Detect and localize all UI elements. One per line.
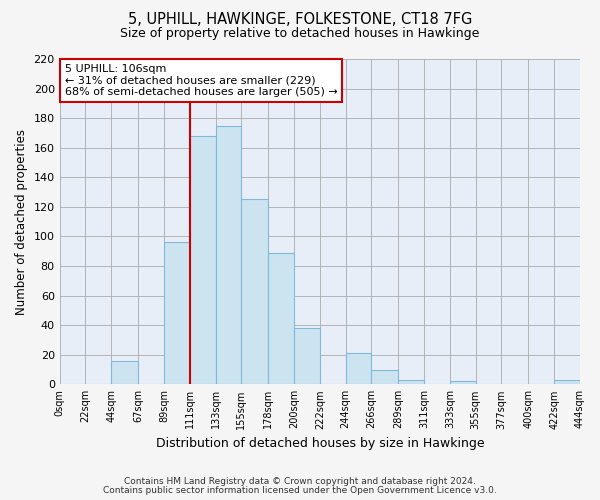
Text: 5, UPHILL, HAWKINGE, FOLKESTONE, CT18 7FG: 5, UPHILL, HAWKINGE, FOLKESTONE, CT18 7F… [128, 12, 472, 26]
Bar [371, 370, 398, 384]
Bar [398, 380, 424, 384]
Bar [111, 360, 138, 384]
Bar [294, 328, 320, 384]
Bar [450, 382, 476, 384]
Bar [346, 354, 371, 384]
Y-axis label: Number of detached properties: Number of detached properties [15, 128, 28, 314]
Bar [190, 136, 215, 384]
Bar [268, 252, 294, 384]
Text: Size of property relative to detached houses in Hawkinge: Size of property relative to detached ho… [121, 28, 479, 40]
Text: Contains HM Land Registry data © Crown copyright and database right 2024.: Contains HM Land Registry data © Crown c… [124, 477, 476, 486]
X-axis label: Distribution of detached houses by size in Hawkinge: Distribution of detached houses by size … [155, 437, 484, 450]
Text: 5 UPHILL: 106sqm
← 31% of detached houses are smaller (229)
68% of semi-detached: 5 UPHILL: 106sqm ← 31% of detached house… [65, 64, 338, 97]
Bar [215, 126, 241, 384]
Bar [554, 380, 580, 384]
Bar [241, 200, 268, 384]
Bar [164, 242, 190, 384]
Text: Contains public sector information licensed under the Open Government Licence v3: Contains public sector information licen… [103, 486, 497, 495]
